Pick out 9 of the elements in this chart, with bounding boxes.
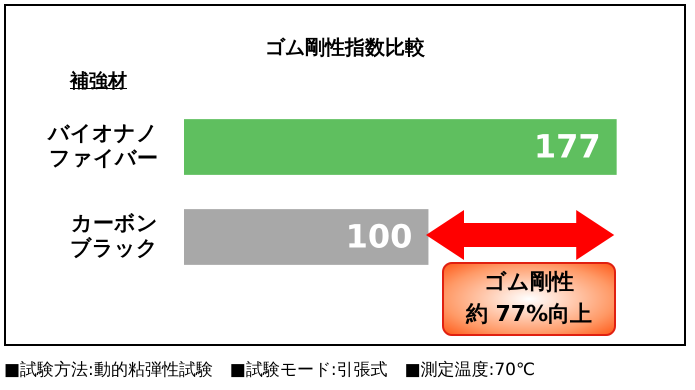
data-label: 100 [346, 217, 412, 256]
text: ■試験方法:動的粘弾性試験 ■試験モード:引張式 ■測定温度:70℃ [4, 359, 536, 381]
text: 約 77%向上 [466, 301, 592, 329]
data-label: 177 [534, 127, 601, 166]
y-axis-title: 補強材 [70, 69, 127, 94]
annotation: ゴム剛性 [484, 269, 574, 297]
y-tick-label: カーボンブラック [70, 210, 158, 260]
y-tick-label: バイオナノファイバー [47, 120, 158, 170]
chart-title: ゴム剛性指数比較 [264, 34, 426, 61]
